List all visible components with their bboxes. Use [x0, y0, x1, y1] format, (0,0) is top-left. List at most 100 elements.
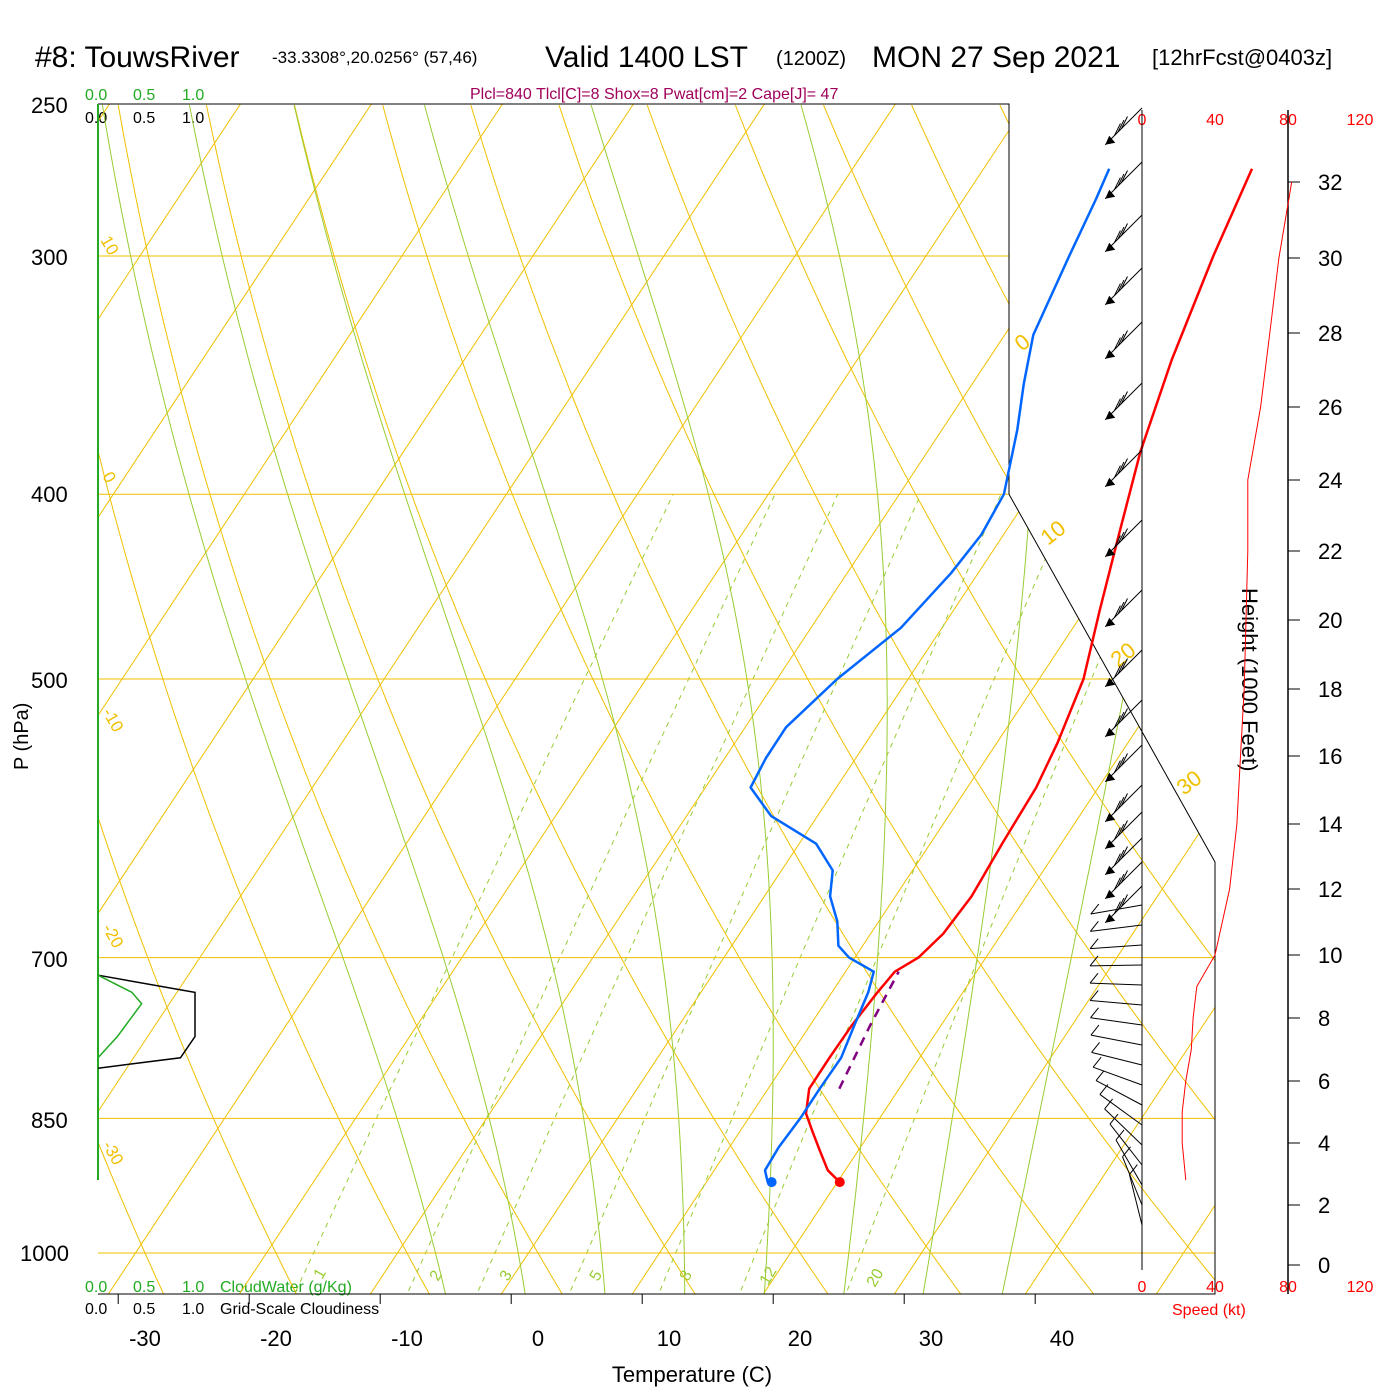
- wind-barb-shaft: [1089, 964, 1143, 967]
- wind-barb-shaft: [1092, 1066, 1143, 1086]
- height-tick-16: 16: [1318, 744, 1342, 769]
- wind-barb-feather: [1121, 170, 1128, 183]
- wind-barb-feather: [1117, 279, 1125, 293]
- wind-barb-flag: [1105, 913, 1116, 923]
- wind-barb-feather: [1121, 894, 1128, 907]
- grid-group: [98, 104, 1400, 1309]
- wind-barb-feather: [1121, 870, 1128, 883]
- temp-tick-minus20: -20: [260, 1326, 292, 1351]
- dry-adiabat-line: [382, 104, 973, 1294]
- mixing-ratio-line: [651, 494, 1002, 1294]
- wind-barb-feather: [1117, 601, 1125, 615]
- mixing-ratio-line: [399, 493, 776, 1294]
- wind-barb-feather: [1117, 226, 1125, 240]
- height-axis: 0 2 4 6 8 10 12 14 16 18 20 22 24 26 28 …: [1318, 170, 1342, 1278]
- wind-barb-feather: [1115, 1129, 1125, 1141]
- y-axis-label: P (hPa): [11, 703, 33, 770]
- height-tick-14: 14: [1318, 812, 1342, 837]
- wind-barb-feather: [1089, 938, 1099, 949]
- wind-barb-feather: [1121, 708, 1128, 721]
- dry-adiabat-label-minus20: -20: [99, 921, 128, 952]
- wind-barb-feather: [1117, 531, 1125, 545]
- wind-barb-feather: [1091, 1042, 1100, 1053]
- temp-tick-0: 0: [532, 1326, 544, 1351]
- wind-barb-feather: [1089, 972, 1099, 984]
- wind-speed-profile: [1181, 181, 1293, 1181]
- utc-time: (1200Z): [776, 48, 846, 70]
- wind-barb-flag: [1105, 410, 1116, 420]
- mixing-label-12: 12: [757, 1264, 781, 1288]
- wind-barb-feather: [1117, 897, 1125, 911]
- wind-barb-shaft: [1122, 1156, 1143, 1206]
- forecast-label: [12hrFcst@0403z]: [1152, 45, 1332, 70]
- dry-adiabat-line: [1352, 105, 1400, 1309]
- wind-barb-shaft: [1090, 944, 1143, 950]
- wind-barb: [1104, 321, 1143, 360]
- mixing-ratio-line: [469, 493, 839, 1294]
- mixing-label-20: 20: [864, 1266, 888, 1290]
- wind-barb: [1089, 921, 1143, 932]
- wind-barb-feather: [1090, 903, 1100, 915]
- moist-adiabat-line: [101, 104, 450, 1294]
- parcel-profile: [838, 971, 900, 1090]
- height-tick-20: 20: [1318, 608, 1342, 633]
- sounding-params: Plcl=840 Tlcl[C]=8 Shox=8 Pwat[cm]=2 Cap…: [470, 86, 838, 103]
- temp-tick-10: 10: [657, 1326, 681, 1351]
- height-tick-18: 18: [1318, 677, 1342, 702]
- wind-barb-feather: [1113, 901, 1121, 914]
- wind-barb-shaft: [1104, 1108, 1143, 1146]
- dry-adiabat-line: [558, 104, 1215, 1294]
- wind-barb-feather: [1121, 458, 1128, 471]
- wind-barb-feather: [1113, 800, 1121, 813]
- dry-adiabat-line: [734, 104, 1215, 1294]
- mixing-ratio-line: [562, 493, 922, 1294]
- wind-barb-feather: [1121, 528, 1128, 541]
- wind-barb: [1104, 837, 1143, 876]
- wind-barb-feather: [1117, 823, 1125, 837]
- wind-barb-feather: [1089, 921, 1099, 932]
- wind-barb-shaft: [1091, 1051, 1143, 1066]
- station-title: #8: TouwsRiver: [35, 41, 240, 74]
- height-tick-6: 6: [1318, 1069, 1330, 1094]
- dry-adiabat-line: [98, 104, 171, 1294]
- pressure-tick-850: 850: [31, 1108, 68, 1133]
- height-tick-24: 24: [1318, 468, 1342, 493]
- dry-adiabat-line: [98, 104, 305, 1294]
- wind-barb-shaft: [1109, 1123, 1143, 1166]
- cloudwater-scale-bottom-1: 0.5: [133, 1279, 155, 1296]
- wind-barb-flag: [1105, 772, 1116, 782]
- wind-barb-flag: [1105, 189, 1116, 199]
- speed-tick-top-40: 40: [1206, 112, 1224, 129]
- height-tick-2: 2: [1318, 1193, 1330, 1218]
- wind-barb: [1090, 1007, 1143, 1026]
- height-tick-10: 10: [1318, 943, 1342, 968]
- wind-barb: [1089, 938, 1143, 950]
- wind-barb-feather: [1099, 1084, 1109, 1095]
- isotherm-line: [893, 104, 1215, 1294]
- dry-adiabat-label-right-10: 10: [1036, 515, 1071, 550]
- isotherm-line: [1155, 104, 1215, 1294]
- moist-adiabat-line: [293, 104, 607, 1294]
- wind-barb: [1104, 161, 1143, 200]
- isotherm-line: [500, 104, 1215, 1294]
- wind-barb-feather: [1117, 849, 1125, 863]
- wind-barb-flag: [1105, 135, 1116, 145]
- wind-barb-shaft: [1095, 1080, 1143, 1106]
- x-axis-label: Temperature (C): [612, 1362, 772, 1387]
- wind-barb: [1091, 1042, 1143, 1066]
- wind-barb-feather: [1113, 123, 1121, 136]
- moist-adiabat-line: [424, 104, 686, 1294]
- wind-barb-shaft: [1090, 1017, 1143, 1026]
- wind-barb: [1104, 214, 1143, 253]
- mixing-ratio-line: [287, 493, 674, 1294]
- dry-adiabat-line: [205, 104, 706, 1294]
- speed-tick-bottom-120: 120: [1347, 1279, 1374, 1296]
- cloudwater-label: CloudWater (g/Kg): [220, 1279, 352, 1296]
- pressure-tick-1000: 1000: [20, 1241, 69, 1266]
- cloudiness-profile: [97, 974, 196, 1069]
- wind-barb-feather: [1117, 333, 1125, 347]
- speed-axis-label: Speed (kt): [1172, 1302, 1246, 1319]
- wind-barb: [1090, 1024, 1143, 1046]
- wind-barb: [1104, 449, 1143, 488]
- wind-barb-flag: [1105, 839, 1116, 849]
